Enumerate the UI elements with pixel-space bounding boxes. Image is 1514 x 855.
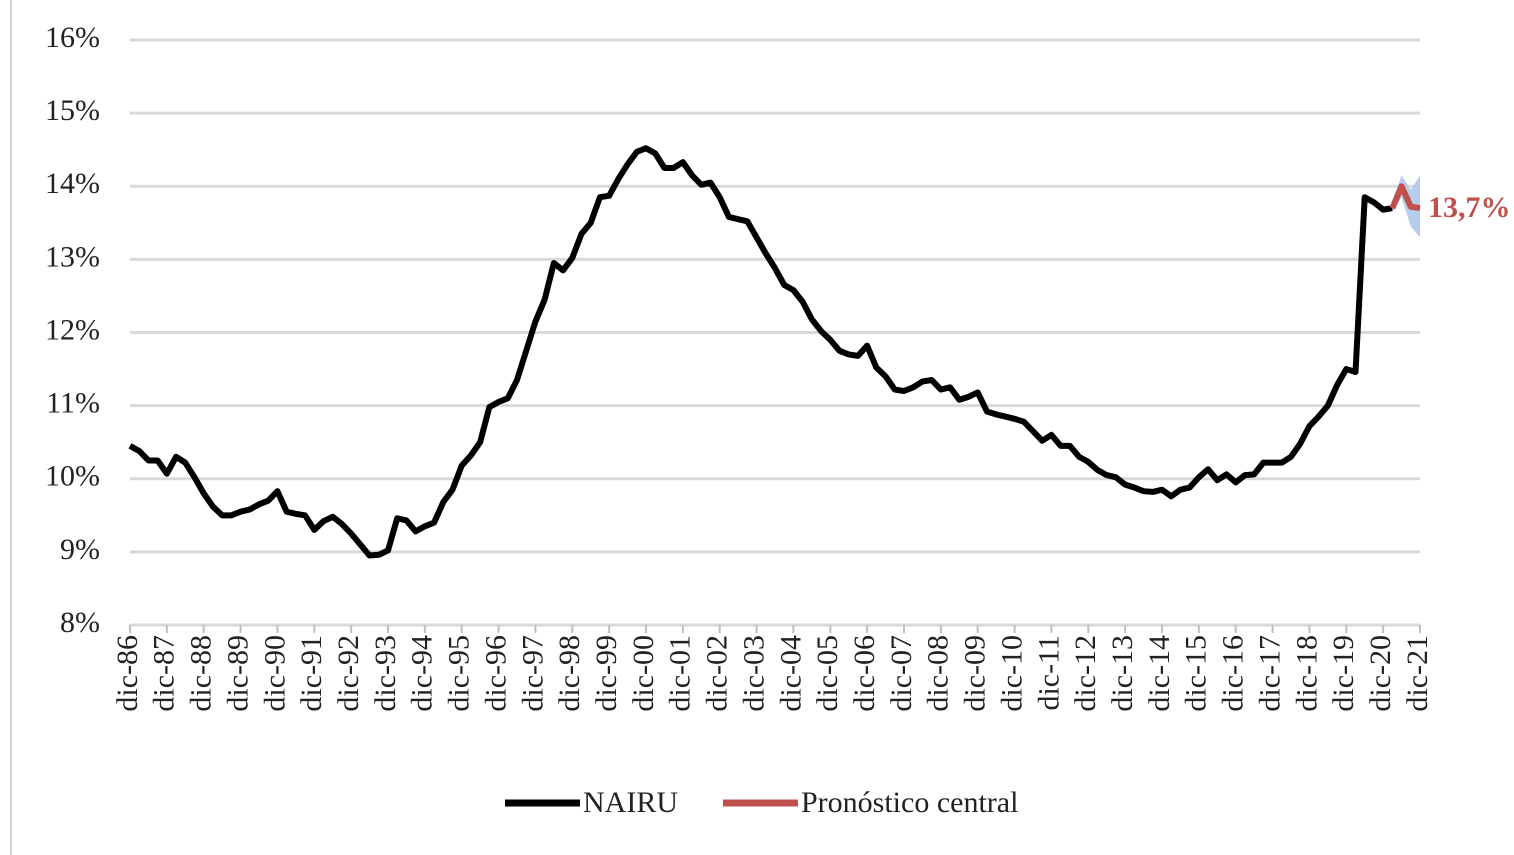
y-tick-label: 8% [60, 606, 100, 639]
x-tick-label: dic-95 [443, 635, 476, 712]
y-tick-label: 11% [46, 387, 100, 420]
x-tick-label: dic-98 [553, 635, 586, 712]
x-tick-label: dic-07 [885, 635, 918, 712]
x-tick-label: dic-97 [516, 635, 549, 712]
x-tick-label: dic-12 [1069, 635, 1102, 712]
x-tick-label: dic-00 [627, 635, 660, 712]
legend-label: NAIRU [583, 786, 678, 819]
x-tick-label: dic-05 [811, 635, 844, 712]
x-tick-label: dic-11 [1032, 635, 1065, 711]
y-tick-label: 13% [45, 240, 100, 273]
y-tick-label: 10% [45, 460, 100, 493]
y-tick-label: 14% [45, 167, 100, 200]
series-line [128, 145, 1393, 559]
x-tick-label: dic-86 [111, 635, 144, 712]
x-tick-label: dic-91 [295, 635, 328, 712]
y-tick-label: 12% [45, 313, 100, 346]
series-line [1389, 183, 1421, 212]
x-tick-label: dic-92 [332, 635, 365, 712]
x-tick-label: dic-21 [1401, 635, 1434, 712]
x-tick-label: dic-88 [185, 635, 218, 712]
value-label: 13,7% [1428, 191, 1511, 224]
x-tick-label: dic-06 [848, 635, 881, 712]
y-tick-label: 15% [45, 94, 100, 127]
x-tick-label: dic-96 [479, 635, 512, 712]
x-tick-label: dic-08 [922, 635, 955, 712]
x-tick-label: dic-89 [221, 635, 254, 712]
y-tick-label: 16% [45, 21, 100, 54]
x-tick-label: dic-14 [1143, 635, 1176, 712]
x-tick-label: dic-13 [1106, 635, 1139, 712]
x-tick-label: dic-19 [1327, 635, 1360, 712]
x-tick-label: dic-90 [258, 635, 291, 712]
x-tick-label: dic-15 [1180, 635, 1213, 712]
x-tick-label: dic-17 [1253, 635, 1286, 712]
x-tick-label: dic-93 [369, 635, 402, 712]
x-tick-label: dic-94 [406, 635, 439, 712]
x-tick-label: dic-03 [737, 635, 770, 712]
x-tick-label: dic-01 [664, 635, 697, 712]
x-tick-label: dic-10 [995, 635, 1028, 712]
x-tick-label: dic-02 [701, 635, 734, 712]
legend-label: Pronóstico central [801, 786, 1018, 819]
x-tick-label: dic-18 [1290, 635, 1323, 712]
y-tick-label: 9% [60, 533, 100, 566]
x-tick-label: dic-04 [774, 635, 807, 712]
x-tick-label: dic-16 [1217, 635, 1250, 712]
x-tick-label: dic-20 [1364, 635, 1397, 712]
x-tick-label: dic-99 [590, 635, 623, 712]
x-tick-label: dic-09 [959, 635, 992, 712]
x-tick-label: dic-87 [148, 635, 181, 712]
